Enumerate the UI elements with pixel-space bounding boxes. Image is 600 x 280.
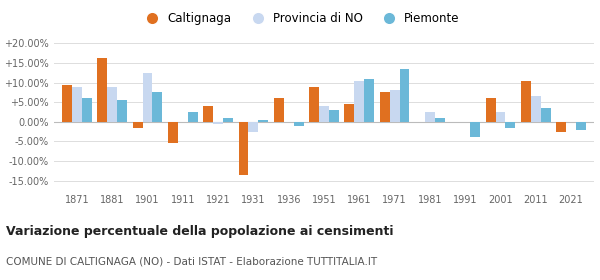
- Bar: [556, 122, 566, 132]
- Bar: [380, 92, 389, 122]
- Bar: [239, 122, 248, 175]
- Bar: [107, 87, 117, 122]
- Bar: [143, 73, 152, 122]
- Bar: [133, 122, 143, 128]
- Bar: [274, 98, 284, 122]
- Bar: [541, 108, 551, 122]
- Bar: [364, 79, 374, 122]
- Bar: [62, 85, 72, 122]
- Legend: Caltignaga, Provincia di NO, Piemonte: Caltignaga, Provincia di NO, Piemonte: [136, 7, 464, 30]
- Bar: [188, 112, 197, 122]
- Bar: [248, 122, 259, 132]
- Bar: [576, 122, 586, 130]
- Bar: [168, 122, 178, 143]
- Bar: [521, 81, 531, 122]
- Bar: [259, 120, 268, 122]
- Bar: [293, 122, 304, 126]
- Bar: [344, 104, 355, 122]
- Bar: [531, 96, 541, 122]
- Bar: [223, 118, 233, 122]
- Bar: [117, 100, 127, 122]
- Bar: [203, 106, 213, 122]
- Bar: [97, 58, 107, 122]
- Bar: [355, 81, 364, 122]
- Bar: [72, 87, 82, 122]
- Text: COMUNE DI CALTIGNAGA (NO) - Dati ISTAT - Elaborazione TUTTITALIA.IT: COMUNE DI CALTIGNAGA (NO) - Dati ISTAT -…: [6, 256, 377, 266]
- Bar: [496, 112, 505, 122]
- Bar: [152, 92, 163, 122]
- Bar: [319, 106, 329, 122]
- Bar: [400, 69, 409, 122]
- Bar: [470, 122, 480, 137]
- Bar: [213, 122, 223, 124]
- Bar: [425, 112, 435, 122]
- Bar: [505, 122, 515, 128]
- Text: Variazione percentuale della popolazione ai censimenti: Variazione percentuale della popolazione…: [6, 225, 394, 238]
- Bar: [435, 118, 445, 122]
- Bar: [485, 98, 496, 122]
- Bar: [389, 90, 400, 122]
- Bar: [309, 87, 319, 122]
- Bar: [329, 110, 339, 122]
- Bar: [82, 98, 92, 122]
